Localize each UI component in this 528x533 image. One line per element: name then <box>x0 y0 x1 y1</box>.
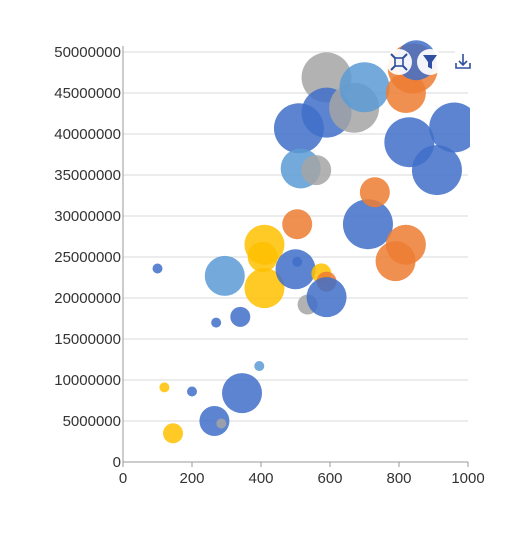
y-axis-tick-labels: 0 5000000 10000000 15000000 20000000 25000000… <box>54 44 121 471</box>
data-bubble[interactable] <box>301 155 332 186</box>
reset-zoom-icon <box>390 53 408 71</box>
data-bubble[interactable] <box>163 423 184 444</box>
y-tick-label: 10000000 <box>54 372 121 389</box>
data-bubble[interactable] <box>275 249 316 290</box>
data-bubble[interactable] <box>254 361 265 372</box>
data-bubble[interactable] <box>244 268 285 309</box>
y-tick-label: 45000000 <box>54 85 121 102</box>
filter-button[interactable] <box>417 49 443 75</box>
y-tick-label: 15000000 <box>54 331 121 348</box>
data-bubble[interactable] <box>230 306 251 327</box>
x-tick-label: 200 <box>179 470 204 487</box>
data-bubble[interactable] <box>292 256 303 267</box>
chart-toolbar <box>386 49 476 75</box>
y-tick-label: 0 <box>113 454 121 471</box>
y-tick-label: 5000000 <box>63 413 121 430</box>
data-bubble[interactable] <box>359 177 390 208</box>
data-bubble[interactable] <box>216 418 227 429</box>
data-bubble[interactable] <box>306 277 347 318</box>
data-bubble[interactable] <box>187 386 197 397</box>
data-bubble[interactable] <box>411 145 462 196</box>
filter-icon <box>423 55 437 69</box>
x-axis-tick-labels: 0 200 400 600 800 1000 <box>119 470 485 487</box>
bubble-series <box>152 40 479 444</box>
data-bubble[interactable] <box>385 224 426 265</box>
y-tick-label: 50000000 <box>54 44 121 61</box>
data-bubble[interactable] <box>159 382 170 393</box>
data-bubble[interactable] <box>342 199 393 250</box>
y-tick-label: 25000000 <box>54 249 121 266</box>
x-tick-label: 1000 <box>451 470 484 487</box>
data-bubble[interactable] <box>282 209 313 240</box>
y-tick-label: 20000000 <box>54 290 121 307</box>
data-bubble[interactable] <box>152 263 163 274</box>
data-bubble[interactable] <box>222 373 263 414</box>
x-tick-label: 0 <box>119 470 127 487</box>
x-tick-label: 800 <box>386 470 411 487</box>
axes <box>122 46 469 467</box>
x-tick-label: 400 <box>248 470 273 487</box>
data-bubble[interactable] <box>247 242 278 272</box>
download-icon <box>455 54 471 69</box>
y-tick-label: 30000000 <box>54 208 121 225</box>
download-button[interactable] <box>450 49 476 75</box>
data-bubble[interactable] <box>429 102 479 153</box>
y-tick-label: 40000000 <box>54 126 121 143</box>
data-bubble[interactable] <box>199 406 230 436</box>
data-bubble[interactable] <box>339 62 390 113</box>
y-tick-label: 35000000 <box>54 167 121 184</box>
reset-zoom-button[interactable] <box>386 49 412 75</box>
x-tick-label: 600 <box>317 470 342 487</box>
data-bubble[interactable] <box>204 255 245 296</box>
data-bubble[interactable] <box>211 317 222 328</box>
